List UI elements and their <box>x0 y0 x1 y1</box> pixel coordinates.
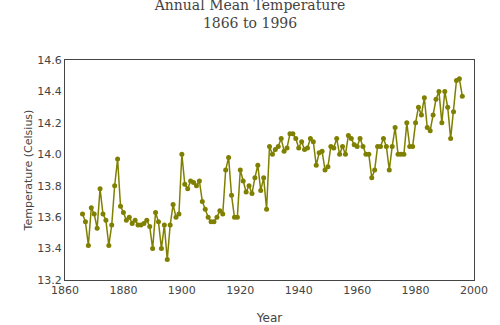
svg-text:13.8: 13.8 <box>37 180 62 193</box>
svg-text:1860: 1860 <box>51 284 79 297</box>
svg-text:Annual Mean Temperature1866 to: Annual Mean Temperature1866 to 1996 <box>154 0 346 31</box>
svg-text:1880: 1880 <box>109 284 137 297</box>
svg-text:14.6: 14.6 <box>37 54 62 67</box>
svg-text:1940: 1940 <box>285 284 313 297</box>
svg-text:13.6: 13.6 <box>37 211 62 224</box>
svg-text:1900: 1900 <box>168 284 196 297</box>
svg-text:13.2: 13.2 <box>37 274 62 287</box>
svg-text:13.4: 13.4 <box>37 242 62 255</box>
svg-text:14.0: 14.0 <box>37 148 62 161</box>
svg-text:14.2: 14.2 <box>37 117 62 130</box>
svg-text:2000: 2000 <box>460 284 488 297</box>
svg-text:Year: Year <box>256 311 282 325</box>
svg-text:1920: 1920 <box>226 284 254 297</box>
svg-text:Temperature (Celsius): Temperature (Celsius) <box>22 110 35 232</box>
svg-text:14.4: 14.4 <box>37 85 62 98</box>
svg-text:1980: 1980 <box>402 284 430 297</box>
svg-text:1960: 1960 <box>343 284 371 297</box>
